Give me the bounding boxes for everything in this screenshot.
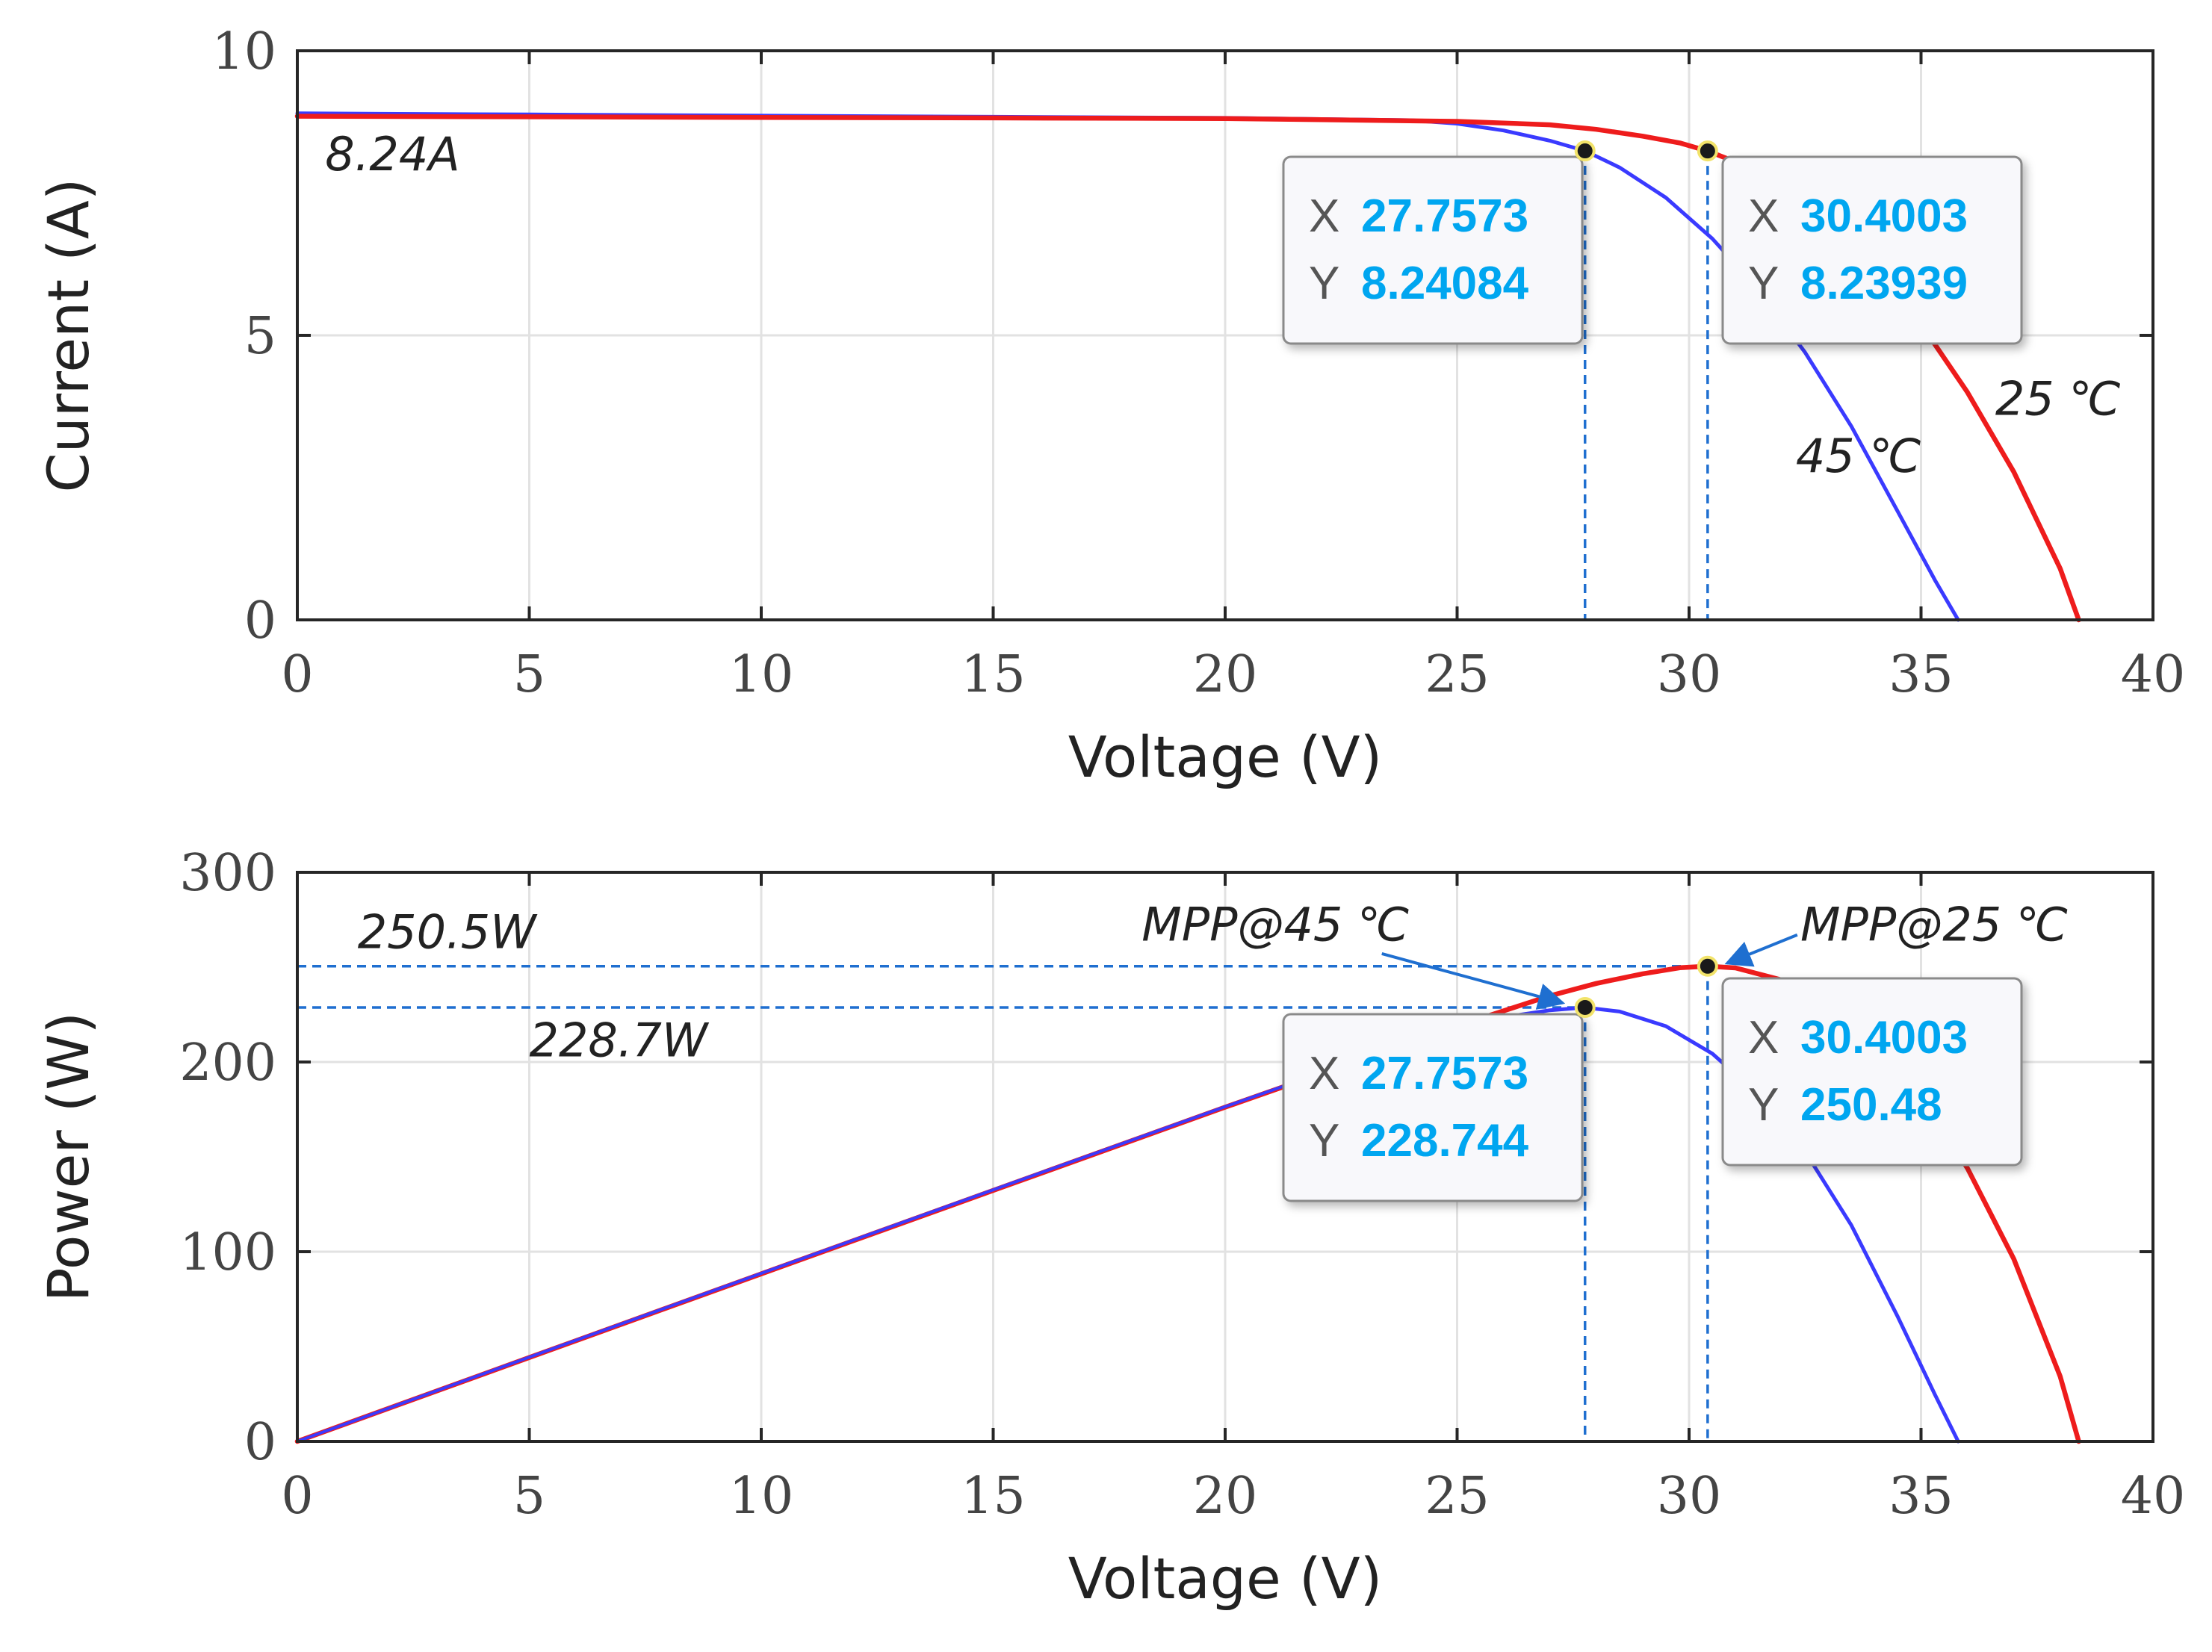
datatip-x-value: 27.7573 xyxy=(1361,190,1528,242)
datatip-x-key: X xyxy=(1309,1048,1339,1099)
datatip-marker xyxy=(1574,996,1596,1018)
x-tick-label: 40 xyxy=(2121,1467,2186,1526)
x-tick-label: 5 xyxy=(513,1467,545,1526)
y-tick-label: 100 xyxy=(179,1223,276,1282)
x-tick-label: 25 xyxy=(1425,1467,1490,1526)
series-line-45c-overlay xyxy=(296,1040,1413,1443)
x-tick-label: 20 xyxy=(1193,1467,1258,1526)
mpp-25-arrow xyxy=(1724,933,1798,967)
datatip-y-value: 8.23939 xyxy=(1800,258,1968,309)
y-tick-label: 200 xyxy=(179,1034,276,1093)
datatip-x-key: X xyxy=(1309,190,1339,242)
annotation-label: MPP@25 ℃ xyxy=(1800,897,2069,951)
datatip: X 30.4003 Y 8.23939 xyxy=(1721,155,2023,345)
datatip-x-key: X xyxy=(1748,1012,1779,1063)
y-axis-label: Power (W) xyxy=(35,1012,102,1302)
x-tick-label: 35 xyxy=(1889,645,1954,704)
datatip-box xyxy=(1282,1013,1584,1202)
datatip-y-key: Y xyxy=(1309,1115,1339,1167)
datatip-x-value: 30.4003 xyxy=(1800,1012,1968,1063)
datatip: X 30.4003 Y 250.48 xyxy=(1721,977,2023,1167)
datatip: X 27.7573 Y 228.744 xyxy=(1282,1013,1584,1202)
datatip-marker xyxy=(1697,955,1718,977)
datatip-y-value: 250.48 xyxy=(1800,1079,1942,1131)
datatip-box xyxy=(1721,155,2023,345)
datatip-y-value: 8.24084 xyxy=(1361,258,1529,309)
y-tick-label: 0 xyxy=(244,591,276,650)
x-tick-label: 10 xyxy=(729,645,794,704)
datatip-y-key: Y xyxy=(1309,258,1339,309)
datatip-y-key: Y xyxy=(1748,1079,1779,1131)
x-tick-label: 40 xyxy=(2121,645,2186,704)
x-axis-label: Voltage (V) xyxy=(1068,1545,1383,1612)
datatip-y-value: 228.744 xyxy=(1361,1115,1529,1167)
annotation-label: MPP@45 ℃ xyxy=(1141,897,1410,951)
x-tick-label: 35 xyxy=(1889,1467,1954,1526)
y-tick-label: 300 xyxy=(179,844,276,903)
annotation-label: 250.5W xyxy=(358,905,538,960)
mpp-45-arrow xyxy=(1381,952,1566,1010)
series-line-25c xyxy=(294,114,2081,623)
x-tick-label: 15 xyxy=(961,645,1026,704)
datatip: X 27.7573 Y 8.24084 xyxy=(1282,155,1584,345)
datatip-x-key: X xyxy=(1748,190,1779,242)
x-tick-label: 5 xyxy=(513,645,545,704)
x-tick-label: 20 xyxy=(1193,645,1258,704)
annotation-label: 25 ℃ xyxy=(1995,372,2121,426)
y-axis-label: Current (A) xyxy=(35,178,102,493)
datatip-box xyxy=(1282,155,1584,345)
y-tick-label: 10 xyxy=(211,22,276,81)
x-tick-label: 0 xyxy=(281,1467,313,1526)
datatip-box xyxy=(1721,977,2023,1167)
annotation-label: 8.24A xyxy=(325,127,459,181)
x-tick-label: 30 xyxy=(1657,645,1722,704)
annotation-label: 228.7W xyxy=(530,1013,710,1067)
y-tick-label: 5 xyxy=(244,307,276,366)
datatip-x-value: 27.7573 xyxy=(1361,1048,1528,1099)
power-voltage-panel: 0 5 10 15 20 25 30 35 40 0 100 200 300 Voltage (V) Pow… xyxy=(35,844,2185,1612)
datatip-x-value: 30.4003 xyxy=(1800,190,1968,242)
datatip-marker xyxy=(1697,140,1718,162)
x-axis-label: Voltage (V) xyxy=(1068,724,1383,790)
datatip-marker xyxy=(1574,140,1596,162)
y-tick-label: 0 xyxy=(244,1413,276,1472)
x-tick-label: 10 xyxy=(729,1467,794,1526)
x-tick-label: 0 xyxy=(281,645,313,704)
datatip-y-key: Y xyxy=(1748,258,1779,309)
annotation-label: 45 ℃ xyxy=(1796,429,1921,483)
x-tick-label: 25 xyxy=(1425,645,1490,704)
x-tick-label: 15 xyxy=(961,1467,1026,1526)
x-tick-label: 30 xyxy=(1657,1467,1722,1526)
current-voltage-panel: 0 5 10 15 20 25 30 35 40 0 5 10 Voltage (V) Current (… xyxy=(35,22,2185,790)
